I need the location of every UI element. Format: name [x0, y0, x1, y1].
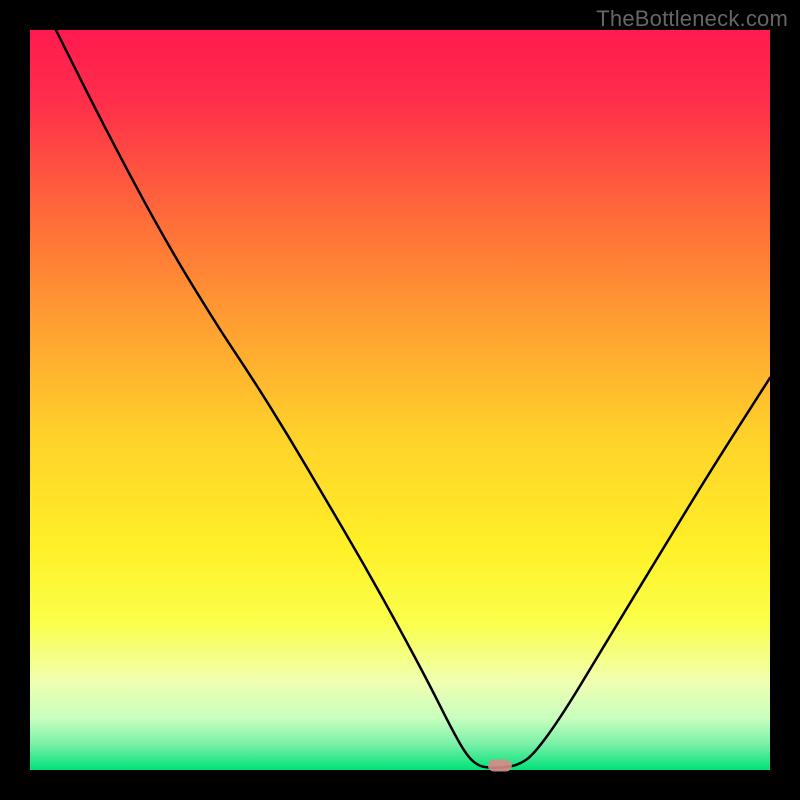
watermark-text: TheBottleneck.com — [596, 6, 788, 32]
bottleneck-chart — [0, 0, 800, 800]
chart-container: TheBottleneck.com — [0, 0, 800, 800]
chart-background — [30, 30, 770, 770]
optimal-point-marker — [488, 760, 512, 772]
